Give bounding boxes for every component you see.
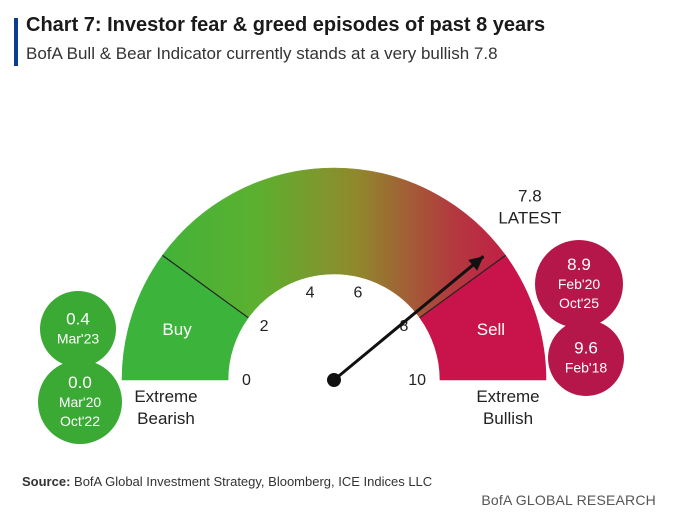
gauge-zone-1 xyxy=(162,167,506,319)
chart-title: Chart 7: Investor fear & greed episodes … xyxy=(26,14,546,36)
needle-label-1: LATEST xyxy=(498,209,561,228)
source-text: BofA Global Investment Strategy, Bloombe… xyxy=(70,474,433,489)
zone-label-buy: Buy xyxy=(162,320,192,339)
episode-bubble-bullish-1-text-1: Feb'18 xyxy=(565,360,608,376)
end-label-left-1: Bearish xyxy=(137,409,195,428)
episode-bubble-bullish-0-text-0: 8.9 xyxy=(567,255,591,274)
gauge-zone-2 xyxy=(419,254,547,381)
episode-bubble-bearish-0-text-1: Mar'23 xyxy=(57,331,100,347)
episode-bubble-bearish-1-text-2: Oct'22 xyxy=(60,413,100,429)
source-note: Source: BofA Global Investment Strategy,… xyxy=(22,474,432,489)
gauge-needle xyxy=(333,255,485,382)
tick-label-10: 10 xyxy=(408,372,426,389)
tick-label-8: 8 xyxy=(400,318,409,335)
episode-bubble-bullish-0 xyxy=(535,240,623,328)
episode-bubble-bullish-1 xyxy=(548,320,624,396)
episode-bubble-bullish-1-text-0: 9.6 xyxy=(574,339,598,358)
zone-divider-1 xyxy=(419,254,506,319)
episode-bubble-bearish-0-text-0: 0.4 xyxy=(66,310,90,329)
title-accent-bar xyxy=(14,18,18,66)
gauge-needle-hub xyxy=(327,373,341,387)
end-label-left-0: Extreme xyxy=(134,387,197,406)
tick-label-4: 4 xyxy=(306,285,315,302)
gauge-chart: Buy Sell 0 2 4 6 8 10 Extreme Bearish Extreme Bulli… xyxy=(38,167,624,444)
episode-bubble-bearish-0 xyxy=(40,291,116,367)
episode-bubble-bearish-1 xyxy=(38,360,122,444)
chart-subtitle: BofA Bull & Bear Indicator currently sta… xyxy=(26,44,498,63)
end-label-right-1: Bullish xyxy=(483,409,533,428)
episode-bubble-bullish-0-text-2: Oct'25 xyxy=(559,295,599,311)
end-label-right-0: Extreme xyxy=(476,387,539,406)
gauge-needle-arrowhead xyxy=(468,256,484,271)
episode-bubble-bullish-0-text-1: Feb'20 xyxy=(558,276,601,292)
episode-bubble-bearish-1-text-0: 0.0 xyxy=(68,373,92,392)
brand-label: BofA GLOBAL RESEARCH xyxy=(481,492,656,508)
zone-divider-0 xyxy=(162,254,249,319)
tick-label-2: 2 xyxy=(260,318,269,335)
zone-label-sell: Sell xyxy=(477,320,505,339)
episode-bubble-bearish-1-text-1: Mar'20 xyxy=(59,394,102,410)
tick-label-0: 0 xyxy=(242,372,251,389)
source-label: Source: xyxy=(22,474,71,489)
tick-label-6: 6 xyxy=(354,285,363,302)
needle-label-0: 7.8 xyxy=(518,187,542,206)
